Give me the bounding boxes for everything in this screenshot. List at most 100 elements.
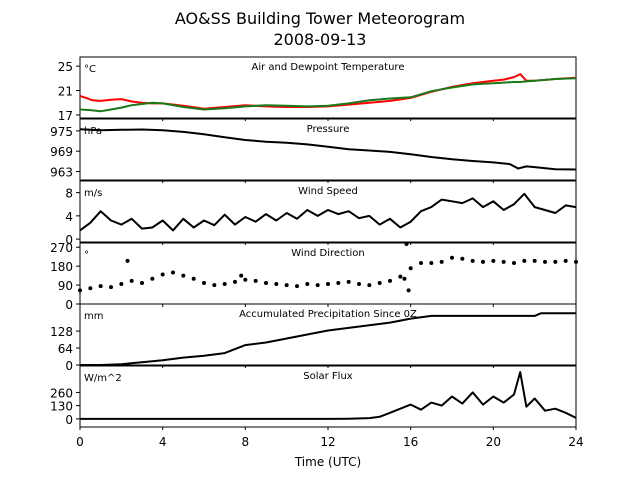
x-tick-label: 24 bbox=[568, 435, 583, 449]
wind-direction-point bbox=[439, 259, 444, 264]
panel-unit-label: mm bbox=[84, 311, 103, 322]
wind-direction-point bbox=[243, 277, 248, 282]
y-tick-label: 17 bbox=[58, 109, 73, 123]
figure-title: AO&SS Building Tower Meteorogram bbox=[175, 9, 465, 28]
y-tick-label: 0 bbox=[65, 298, 73, 312]
wind-direction-point bbox=[129, 278, 134, 283]
wind-direction-point bbox=[377, 280, 382, 285]
series-line-1 bbox=[79, 192, 577, 232]
wind-direction-point bbox=[109, 285, 113, 290]
wind-direction-point bbox=[532, 258, 537, 263]
wind-direction-point bbox=[419, 260, 423, 265]
y-tick-label: 4 bbox=[65, 210, 73, 224]
y-tick-label: 21 bbox=[58, 85, 73, 99]
wind-direction-point bbox=[78, 288, 82, 293]
y-tick-label: 25 bbox=[58, 60, 73, 74]
wind-direction-point bbox=[404, 242, 409, 247]
panel-title: Accumulated Precipitation Since 0Z bbox=[239, 309, 417, 320]
wind-direction-point bbox=[191, 276, 196, 281]
series-line-1 bbox=[80, 371, 577, 420]
y-tick-label: 270 bbox=[50, 241, 73, 255]
wind-direction-point bbox=[239, 273, 244, 278]
wind-direction-point bbox=[125, 258, 130, 263]
wind-direction-point bbox=[284, 283, 289, 288]
wind-direction-point bbox=[429, 260, 434, 265]
x-axis-label: Time (UTC) bbox=[294, 455, 361, 469]
x-tick-label: 8 bbox=[242, 435, 250, 449]
wind-direction-point bbox=[346, 279, 351, 284]
y-tick-label: 64 bbox=[58, 342, 73, 356]
panel-unit-label: W/m^2 bbox=[84, 373, 122, 384]
wind-direction-point bbox=[171, 270, 175, 275]
wind-direction-point bbox=[501, 259, 506, 264]
y-tick-label: 0 bbox=[65, 233, 73, 247]
wind-direction-point bbox=[305, 282, 310, 287]
x-tick-label: 12 bbox=[320, 435, 335, 449]
wind-direction-point bbox=[160, 272, 165, 277]
wind-direction-point bbox=[222, 282, 227, 287]
wind-direction-point bbox=[233, 279, 237, 284]
y-tick-label: 260 bbox=[50, 386, 73, 400]
y-tick-label: 180 bbox=[50, 260, 73, 274]
wind-direction-point bbox=[119, 282, 124, 287]
y-tick-label: 128 bbox=[50, 325, 73, 339]
panel-title: Wind Direction bbox=[291, 248, 365, 259]
wind-direction-point bbox=[491, 258, 496, 263]
panel-title: Solar Flux bbox=[303, 371, 353, 382]
y-tick-label: 0 bbox=[65, 359, 73, 373]
wind-direction-point bbox=[563, 258, 568, 263]
series-line-1 bbox=[79, 128, 577, 171]
wind-direction-point bbox=[553, 259, 558, 264]
x-tick-label: 16 bbox=[403, 435, 418, 449]
x-tick-label: 0 bbox=[76, 435, 84, 449]
wind-direction-point bbox=[274, 282, 279, 287]
wind-direction-point bbox=[264, 280, 268, 285]
wind-direction-point bbox=[326, 282, 330, 287]
y-tick-label: 0 bbox=[65, 413, 73, 427]
wind-direction-point bbox=[181, 273, 186, 278]
series-line-2 bbox=[79, 77, 577, 113]
series-line-1 bbox=[80, 312, 576, 366]
x-tick-label: 4 bbox=[159, 435, 167, 449]
wind-direction-point bbox=[470, 258, 475, 263]
wind-direction-point bbox=[150, 276, 155, 281]
wind-direction-point bbox=[253, 278, 258, 283]
wind-direction-point bbox=[295, 284, 299, 289]
figure-date: 2008-09-13 bbox=[274, 30, 367, 49]
panel-unit-label: ° bbox=[84, 250, 89, 261]
x-tick-label: 20 bbox=[486, 435, 501, 449]
panels-group: °C Air and Dewpoint Temperature 17 21 25 hPa P… bbox=[50, 56, 584, 449]
wind-direction-point bbox=[140, 280, 144, 285]
panel-unit-label: m/s bbox=[84, 188, 102, 199]
y-tick-label: 969 bbox=[50, 145, 73, 159]
y-tick-label: 963 bbox=[50, 166, 73, 180]
wind-direction-point bbox=[512, 260, 516, 265]
panel-unit-label: °C bbox=[84, 64, 96, 75]
wind-direction-point bbox=[481, 259, 485, 264]
y-tick-label: 8 bbox=[65, 187, 73, 201]
wind-direction-point bbox=[98, 284, 103, 289]
panel-unit-label: hPa bbox=[84, 126, 102, 137]
panel-title: Air and Dewpoint Temperature bbox=[252, 62, 405, 73]
wind-direction-point bbox=[398, 274, 403, 279]
wind-direction-point bbox=[336, 280, 341, 285]
wind-direction-point bbox=[402, 276, 407, 281]
wind-direction-point bbox=[406, 288, 411, 293]
y-tick-label: 975 bbox=[50, 125, 73, 139]
wind-direction-point bbox=[202, 280, 206, 285]
wind-direction-point bbox=[522, 258, 527, 263]
panel-title: Pressure bbox=[307, 124, 350, 135]
wind-direction-point bbox=[212, 283, 217, 288]
y-tick-label: 90 bbox=[58, 279, 73, 293]
wind-direction-point bbox=[574, 259, 578, 264]
wind-direction-point bbox=[543, 259, 547, 264]
wind-direction-point bbox=[357, 282, 361, 287]
panel-title: Wind Speed bbox=[298, 186, 358, 197]
wind-direction-point bbox=[388, 278, 392, 283]
wind-direction-point bbox=[367, 283, 372, 288]
wind-direction-point bbox=[408, 266, 413, 271]
wind-direction-point bbox=[315, 283, 320, 288]
wind-direction-point bbox=[450, 255, 454, 260]
